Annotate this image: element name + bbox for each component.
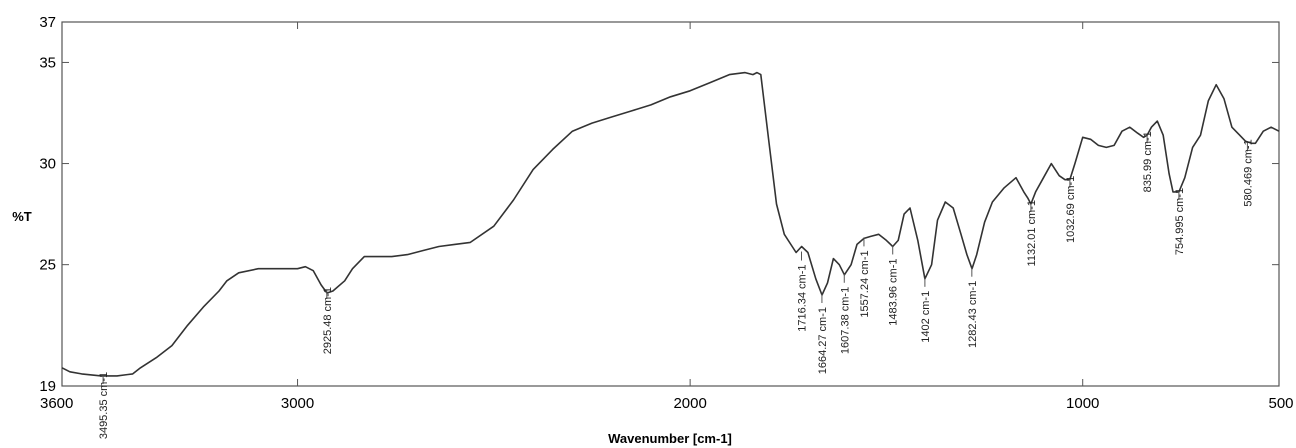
peak-annotation: 1716.34 cm-1 bbox=[797, 251, 809, 332]
peak-annotation: 1282.43 cm-1 bbox=[967, 267, 979, 348]
peak-annotation: 1402 cm-1 bbox=[920, 277, 932, 343]
x-tick-label: 2000 bbox=[673, 395, 706, 412]
spectrum-line bbox=[61, 71, 1280, 377]
peak-label: 3495.35 cm-1 bbox=[98, 372, 110, 439]
peak-annotation: 1664.27 cm-1 bbox=[817, 294, 829, 374]
peak-annotation: 1032.69 cm-1 bbox=[1065, 176, 1077, 243]
peak-annotation: 2925.48 cm-1 bbox=[322, 287, 334, 354]
peak-label: 754.995 cm-1 bbox=[1174, 188, 1186, 255]
peak-label: 1607.38 cm-1 bbox=[839, 287, 851, 354]
peak-annotation: 1607.38 cm-1 bbox=[839, 273, 851, 354]
peak-label: 1716.34 cm-1 bbox=[797, 265, 809, 332]
peak-label: 1032.69 cm-1 bbox=[1065, 176, 1077, 243]
peak-label: 2925.48 cm-1 bbox=[322, 287, 334, 354]
peak-annotation: 754.995 cm-1 bbox=[1174, 188, 1186, 255]
peak-annotation: 1483.96 cm-1 bbox=[888, 245, 900, 326]
peak-label: 1664.27 cm-1 bbox=[817, 307, 829, 374]
peak-label: 1282.43 cm-1 bbox=[967, 281, 979, 348]
y-tick-label: 35 bbox=[39, 54, 56, 71]
y-tick-label: 30 bbox=[39, 156, 56, 173]
peak-annotation: 1132.01 cm-1 bbox=[1026, 200, 1038, 266]
y-tick-label: 37 bbox=[39, 14, 56, 31]
x-tick-label: 500 bbox=[1268, 395, 1293, 412]
peak-annotation: 1557.24 cm-1 bbox=[859, 237, 871, 318]
x-axis: 3600 3000 2000 1000 500 bbox=[40, 22, 1294, 412]
peak-annotation: 835.99 cm-1 bbox=[1142, 131, 1154, 192]
x-tick-label: 1000 bbox=[1066, 395, 1099, 412]
x-tick-label: 3000 bbox=[281, 395, 314, 412]
peak-annotations: 3495.35 cm-1 2925.48 cm-1 1716.34 cm-1 1664… bbox=[98, 131, 1254, 439]
plot-frame bbox=[61, 21, 1280, 387]
peak-annotation: 3495.35 cm-1 bbox=[98, 372, 110, 439]
y-axis-title: %T bbox=[12, 209, 32, 224]
peak-label: 1483.96 cm-1 bbox=[888, 259, 900, 326]
peak-label: 835.99 cm-1 bbox=[1142, 131, 1154, 192]
peak-label: 1402 cm-1 bbox=[920, 291, 932, 343]
peak-label: 580.469 cm-1 bbox=[1242, 139, 1254, 206]
x-axis-title: Wavenumber [cm-1] bbox=[608, 431, 732, 446]
y-axis: 19 25 30 35 37 bbox=[39, 14, 1279, 395]
y-tick-label: 19 bbox=[39, 378, 56, 395]
peak-label: 1557.24 cm-1 bbox=[859, 250, 871, 317]
y-tick-label: 25 bbox=[39, 257, 56, 274]
x-tick-label: 3600 bbox=[40, 395, 73, 412]
peak-annotation: 580.469 cm-1 bbox=[1242, 139, 1254, 206]
peak-label: 1132.01 cm-1 bbox=[1026, 200, 1038, 266]
